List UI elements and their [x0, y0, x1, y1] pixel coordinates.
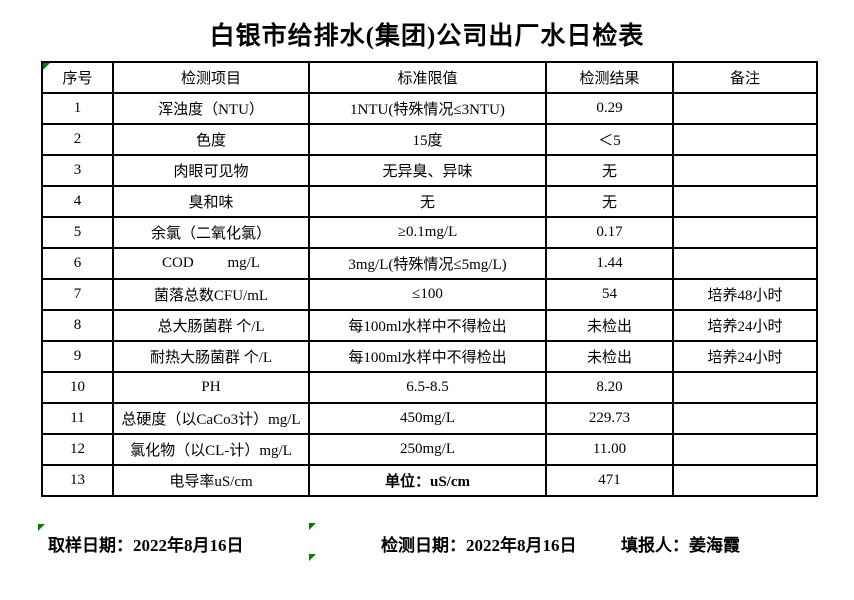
table-row: 13 电导率uS/cm 单位：uS/cm 471 — [41, 464, 818, 497]
table-cell[interactable]: 471 — [545, 464, 674, 497]
table-cell[interactable]: 11.00 — [545, 433, 674, 466]
table-cell[interactable]: 10 — [41, 371, 114, 404]
cell-error-indicator-icon — [43, 63, 50, 70]
table-cell[interactable]: 250mg/L — [308, 433, 547, 466]
table-row: 10 PH 6.5-8.5 8.20 — [41, 371, 818, 404]
table-cell[interactable]: 总硬度（以CaCo3计）mg/L — [112, 402, 310, 435]
table-cell[interactable]: 无 — [308, 185, 547, 218]
table-cell[interactable] — [672, 433, 818, 466]
table-cell[interactable]: 1 — [41, 92, 114, 125]
table-cell[interactable]: 15度 — [308, 123, 547, 156]
inspection-table: 序号 检测项目 标准限值 检测结果 备注 1 浑浊度（NTU） 1NTU(特殊情况≤3NTU… — [41, 61, 818, 497]
column-header[interactable]: 备注 — [672, 61, 818, 94]
table-cell[interactable]: 8.20 — [545, 371, 674, 404]
table-cell[interactable] — [672, 402, 818, 435]
table-cell[interactable]: 7 — [41, 278, 114, 311]
reporter-label[interactable]: 填报人：姜海霞 — [621, 536, 740, 555]
table-cell[interactable]: 无异臭、异味 — [308, 154, 547, 187]
table-cell[interactable]: COD mg/L — [112, 247, 310, 280]
table-cell[interactable]: ≥0.1mg/L — [308, 216, 547, 249]
table-cell[interactable]: 9 — [41, 340, 114, 373]
table-cell[interactable]: 色度 — [112, 123, 310, 156]
sample-date-label[interactable]: 取样日期：2022年8月16日 — [48, 536, 244, 555]
table-cell[interactable]: 54 — [545, 278, 674, 311]
table-cell[interactable]: 耐热大肠菌群 个/L — [112, 340, 310, 373]
table-cell[interactable]: 1.44 — [545, 247, 674, 280]
table-cell[interactable]: 6.5-8.5 — [308, 371, 547, 404]
table-cell[interactable]: 未检出 — [545, 340, 674, 373]
table-row: 6 COD mg/L 3mg/L(特殊情况≤5mg/L) 1.44 — [41, 247, 818, 280]
table-row: 7 菌落总数CFU/mL ≤100 54 培养48小时 — [41, 278, 818, 311]
table-cell[interactable]: 8 — [41, 309, 114, 342]
column-header[interactable]: 检测结果 — [545, 61, 674, 94]
cell-error-indicator-icon — [309, 554, 316, 561]
table-cell[interactable]: 4 — [41, 185, 114, 218]
table-cell[interactable]: 每100ml水样中不得检出 — [308, 309, 547, 342]
table-cell[interactable]: 6 — [41, 247, 114, 280]
column-header[interactable]: 序号 — [41, 61, 114, 94]
table-cell[interactable]: 浑浊度（NTU） — [112, 92, 310, 125]
table-cell[interactable]: 3 — [41, 154, 114, 187]
table-cell[interactable]: ＜5 — [545, 123, 674, 156]
table-cell[interactable] — [672, 464, 818, 497]
table-cell[interactable]: 229.73 — [545, 402, 674, 435]
table-row: 1 浑浊度（NTU） 1NTU(特殊情况≤3NTU) 0.29 — [41, 92, 818, 125]
table-cell[interactable]: 2 — [41, 123, 114, 156]
table-cell[interactable]: 未检出 — [545, 309, 674, 342]
table-row: 9 耐热大肠菌群 个/L 每100ml水样中不得检出 未检出 培养24小时 — [41, 340, 818, 373]
table-cell[interactable] — [672, 216, 818, 249]
table-cell[interactable]: 11 — [41, 402, 114, 435]
table-cell[interactable] — [672, 185, 818, 218]
page-title: 白银市给排水(集团)公司出厂水日检表 — [209, 23, 645, 50]
table-header-row: 序号 检测项目 标准限值 检测结果 备注 — [41, 61, 818, 94]
table-body: 1 浑浊度（NTU） 1NTU(特殊情况≤3NTU) 0.29 2 色度 15度 ＜5 3 肉眼可… — [41, 92, 818, 497]
table-cell[interactable]: 3mg/L(特殊情况≤5mg/L) — [308, 247, 547, 280]
table-cell[interactable]: 无 — [545, 154, 674, 187]
cell-error-indicator-icon — [309, 523, 316, 530]
table-cell[interactable]: 氯化物（以CL-计）mg/L — [112, 433, 310, 466]
table-cell[interactable]: 菌落总数CFU/mL — [112, 278, 310, 311]
table-cell[interactable]: 12 — [41, 433, 114, 466]
table-row: 8 总大肠菌群 个/L 每100ml水样中不得检出 未检出 培养24小时 — [41, 309, 818, 342]
table-cell[interactable]: PH — [112, 371, 310, 404]
table-cell[interactable]: 总大肠菌群 个/L — [112, 309, 310, 342]
table-cell[interactable]: 臭和味 — [112, 185, 310, 218]
table-cell[interactable]: 余氯（二氧化氯） — [112, 216, 310, 249]
table-cell[interactable] — [672, 247, 818, 280]
table-cell[interactable] — [672, 154, 818, 187]
table-row: 5 余氯（二氧化氯） ≥0.1mg/L 0.17 — [41, 216, 818, 249]
table-cell[interactable] — [672, 123, 818, 156]
column-header[interactable]: 检测项目 — [112, 61, 310, 94]
table-cell[interactable] — [672, 371, 818, 404]
table-cell[interactable] — [672, 92, 818, 125]
table-cell[interactable]: 电导率uS/cm — [112, 464, 310, 497]
table-cell[interactable]: 0.29 — [545, 92, 674, 125]
test-date-label[interactable]: 检测日期：2022年8月16日 — [381, 536, 577, 555]
table-cell[interactable]: 单位：uS/cm — [308, 464, 547, 497]
table-cell[interactable]: 肉眼可见物 — [112, 154, 310, 187]
table-cell[interactable]: ≤100 — [308, 278, 547, 311]
table-cell[interactable]: 培养48小时 — [672, 278, 818, 311]
table-row: 4 臭和味无无 — [41, 185, 818, 218]
cell-error-indicator-icon — [38, 524, 45, 531]
table-row: 11 总硬度（以CaCo3计）mg/L 450mg/L 229.73 — [41, 402, 818, 435]
table-cell[interactable]: 450mg/L — [308, 402, 547, 435]
table-cell[interactable]: 0.17 — [545, 216, 674, 249]
footer-line: 取样日期：2022年8月16日 检测日期：2022年8月16日 填报人：姜海霞 — [0, 531, 854, 555]
table-row: 2 色度 15度 ＜5 — [41, 123, 818, 156]
table-cell[interactable]: 13 — [41, 464, 114, 497]
column-header[interactable]: 标准限值 — [308, 61, 547, 94]
table-cell[interactable]: 无 — [545, 185, 674, 218]
table-cell[interactable]: 培养24小时 — [672, 340, 818, 373]
table-row: 12 氯化物（以CL-计）mg/L 250mg/L 11.00 — [41, 433, 818, 466]
table-row: 3 肉眼可见物 无异臭、异味无 — [41, 154, 818, 187]
table-cell[interactable]: 每100ml水样中不得检出 — [308, 340, 547, 373]
table-cell[interactable]: 1NTU(特殊情况≤3NTU) — [308, 92, 547, 125]
table-cell[interactable]: 培养24小时 — [672, 309, 818, 342]
table-cell[interactable]: 5 — [41, 216, 114, 249]
